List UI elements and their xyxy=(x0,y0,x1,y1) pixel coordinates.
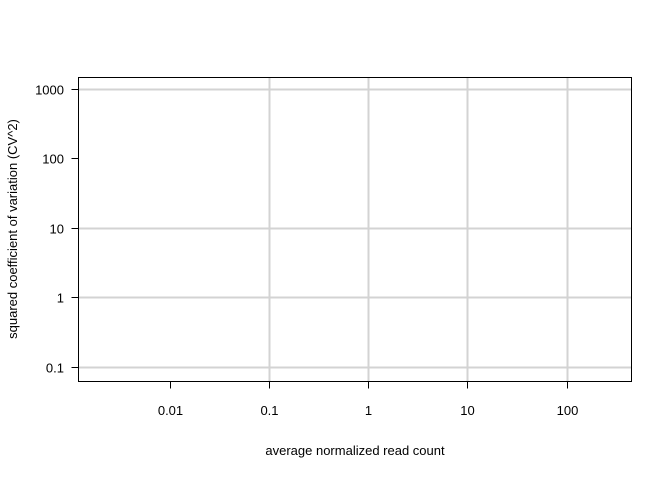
y-axis-title: squared coefficient of variation (CV^2) xyxy=(5,119,20,339)
x-tick-label: 0.01 xyxy=(158,403,183,418)
plot-frame xyxy=(78,77,632,382)
x-tick-label: 0.1 xyxy=(260,403,278,418)
y-tick-label: 1 xyxy=(57,291,64,306)
y-axis: 0.1 1 10 100 1000 xyxy=(35,83,79,376)
y-tick-label: 1000 xyxy=(35,83,64,98)
x-tick-label: 10 xyxy=(460,403,474,418)
x-axis: 0.01 0.1 1 10 100 xyxy=(158,381,579,418)
x-axis-title: average normalized read count xyxy=(265,443,445,458)
x-tick-label: 1 xyxy=(365,403,372,418)
y-tick-label: 100 xyxy=(42,152,64,167)
y-tick-label: 10 xyxy=(50,222,64,237)
x-tick-label: 100 xyxy=(557,403,579,418)
y-tick-label: 0.1 xyxy=(46,361,64,376)
grid-layer xyxy=(78,77,632,382)
